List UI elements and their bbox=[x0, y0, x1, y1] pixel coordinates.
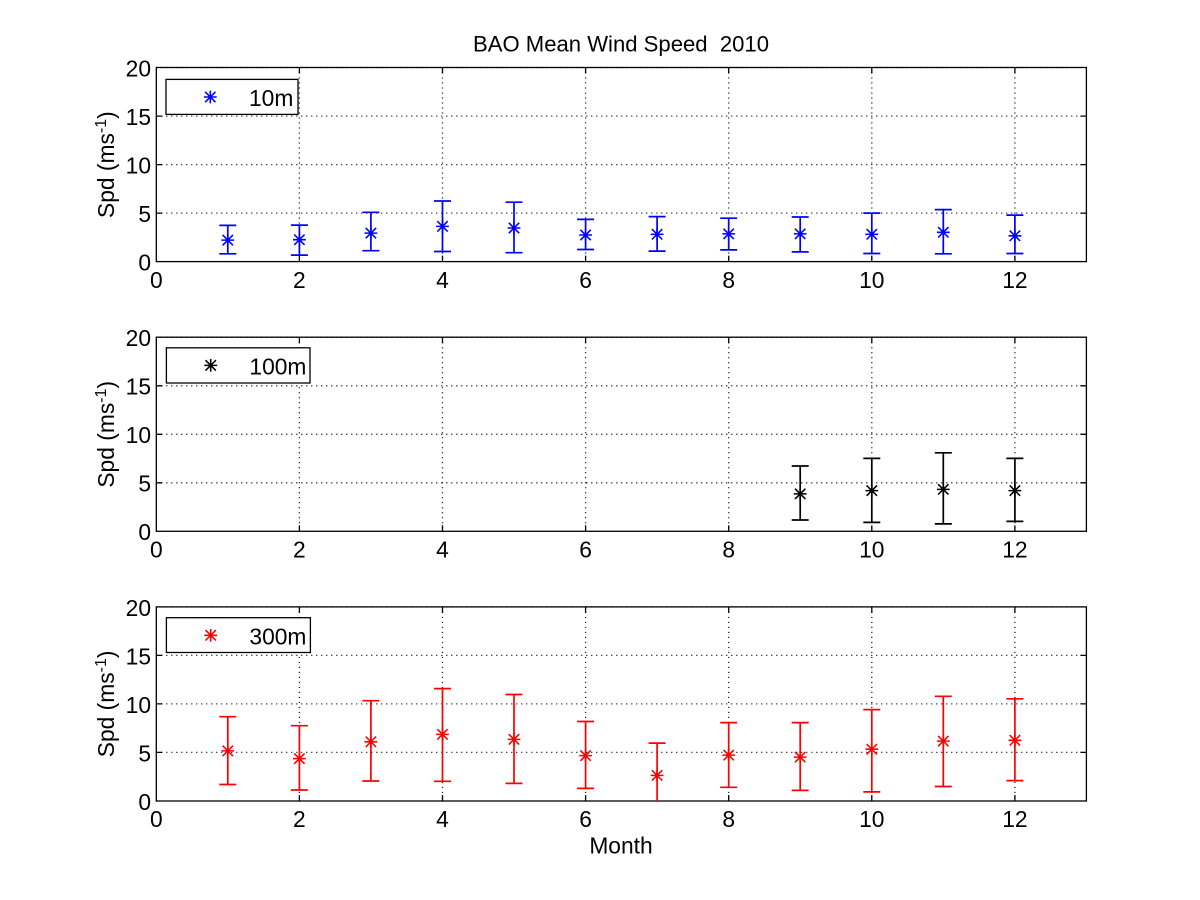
svg-text:10: 10 bbox=[859, 537, 884, 563]
svg-text:2: 2 bbox=[293, 806, 306, 832]
svg-text:10: 10 bbox=[126, 692, 151, 718]
svg-text:4: 4 bbox=[436, 537, 449, 563]
svg-text:12: 12 bbox=[1002, 267, 1027, 293]
svg-text:15: 15 bbox=[126, 643, 151, 669]
svg-text:Month: Month bbox=[589, 833, 652, 859]
svg-text:10m: 10m bbox=[249, 85, 293, 111]
svg-text:10: 10 bbox=[859, 806, 884, 832]
svg-text:BAO Mean Wind Speed 2010: BAO Mean Wind Speed 2010 bbox=[473, 31, 769, 56]
svg-text:10: 10 bbox=[126, 153, 151, 179]
svg-text:5: 5 bbox=[138, 201, 151, 227]
svg-text:0: 0 bbox=[138, 519, 151, 545]
svg-text:20: 20 bbox=[126, 595, 151, 621]
svg-text:10: 10 bbox=[859, 267, 884, 293]
svg-text:4: 4 bbox=[436, 806, 449, 832]
svg-text:12: 12 bbox=[1002, 537, 1027, 563]
svg-text:0: 0 bbox=[150, 806, 163, 832]
svg-text:0: 0 bbox=[138, 789, 151, 815]
svg-text:0: 0 bbox=[150, 537, 163, 563]
svg-text:300m: 300m bbox=[249, 624, 306, 650]
svg-text:6: 6 bbox=[579, 806, 592, 832]
svg-text:8: 8 bbox=[722, 537, 735, 563]
svg-text:6: 6 bbox=[579, 267, 592, 293]
svg-text:0: 0 bbox=[138, 250, 151, 276]
svg-text:4: 4 bbox=[436, 267, 449, 293]
svg-text:100m: 100m bbox=[249, 354, 306, 380]
svg-text:20: 20 bbox=[126, 55, 151, 81]
svg-text:10: 10 bbox=[126, 422, 151, 448]
svg-text:5: 5 bbox=[138, 740, 151, 766]
svg-text:8: 8 bbox=[722, 806, 735, 832]
svg-text:0: 0 bbox=[150, 267, 163, 293]
svg-text:5: 5 bbox=[138, 471, 151, 497]
svg-text:15: 15 bbox=[126, 374, 151, 400]
svg-text:15: 15 bbox=[126, 104, 151, 130]
svg-text:6: 6 bbox=[579, 537, 592, 563]
svg-text:8: 8 bbox=[722, 267, 735, 293]
svg-text:2: 2 bbox=[293, 267, 306, 293]
svg-text:12: 12 bbox=[1002, 806, 1027, 832]
svg-text:20: 20 bbox=[126, 325, 151, 351]
svg-text:2: 2 bbox=[293, 537, 306, 563]
